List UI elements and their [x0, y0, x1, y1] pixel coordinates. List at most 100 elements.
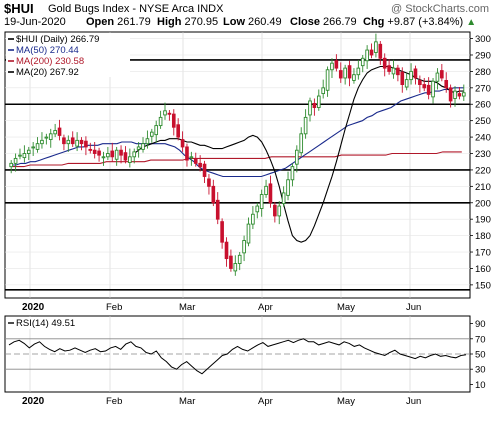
candle-body [88, 148, 93, 151]
price-tick-label: 190 [475, 215, 491, 226]
candle-body [97, 150, 101, 156]
candle-body [44, 136, 49, 139]
candle-body [40, 139, 44, 145]
candle-body [220, 221, 224, 243]
candle-body [396, 67, 400, 76]
candle-body [273, 204, 277, 217]
candle-body [202, 163, 207, 177]
rsi-line [8, 338, 467, 375]
candle-body [453, 90, 457, 99]
candle-body [57, 127, 62, 136]
candle-body [26, 149, 31, 154]
candle-body [369, 49, 374, 56]
candle-body [106, 153, 110, 158]
candle-body [229, 255, 233, 269]
candle-body [308, 100, 312, 116]
candle-body [35, 143, 40, 150]
candle-body [387, 65, 391, 72]
rsi-tick-label: 50 [475, 350, 486, 361]
candle-body [264, 185, 268, 196]
candle-body [18, 154, 22, 157]
candle-body [431, 80, 435, 98]
candle-body [325, 69, 330, 91]
candle-body [374, 41, 378, 53]
candle-body [246, 223, 251, 244]
candle-body [66, 139, 71, 145]
candle-body [343, 67, 347, 79]
candle-body [211, 185, 216, 204]
candle-body [101, 156, 106, 159]
legend-box [6, 33, 130, 77]
candle-body [259, 194, 264, 209]
price-tick-label: 220 [475, 165, 491, 176]
ma20-line [133, 65, 464, 243]
price-tick-label: 250 [475, 116, 491, 127]
candle-body [281, 192, 286, 205]
price-tick-label: 200 [475, 198, 491, 209]
price-tick-label: 170 [475, 248, 491, 259]
candle-body [237, 254, 242, 264]
ma50-line [11, 87, 464, 178]
candle-body [440, 70, 444, 79]
candle-body [185, 146, 189, 161]
candle-body [360, 57, 365, 67]
index-name: Gold Bugs Index - NYSE Arca INDX [48, 3, 224, 15]
rsi-tick-label: 90 [475, 319, 486, 330]
candle-body [338, 70, 343, 79]
candle-body [31, 146, 35, 149]
candle-body [391, 67, 396, 75]
candle-body [79, 139, 84, 145]
candle-body [163, 110, 167, 116]
candle-body [171, 113, 176, 128]
candle-body [290, 166, 295, 181]
watermark: @ StockCharts.com [391, 3, 489, 15]
candle-body [444, 79, 449, 89]
candle-body [435, 72, 440, 82]
candle-body [145, 138, 150, 145]
change-quote: Chg +9.87 (+3.84%) ▲ [363, 16, 477, 28]
rsi-tick-label: 10 [475, 380, 486, 391]
candle-body [154, 125, 159, 136]
candle-body [53, 130, 57, 135]
candle-body [378, 43, 383, 59]
rsi-tick-label: 70 [475, 334, 486, 345]
rsi-panel-frame [4, 315, 471, 393]
candle-body [461, 92, 466, 97]
candle-body [299, 133, 304, 154]
candle-body [233, 263, 238, 272]
candle-body [215, 199, 220, 220]
legend-label: MA(200) 230.58 [16, 56, 84, 67]
rsi-month-label: Apr [258, 396, 273, 407]
month-label: Mar [179, 302, 195, 313]
rsi-month-label: 2020 [22, 396, 45, 407]
price-tick-label: 150 [475, 280, 491, 291]
candle-body [62, 137, 66, 145]
price-tick-label: 180 [475, 231, 491, 242]
price-panel-frame [4, 31, 471, 299]
candle-body [141, 143, 145, 150]
price-tick-label: 290 [475, 50, 491, 61]
candle-body [352, 74, 356, 81]
candle-body [198, 162, 202, 168]
candle-body [84, 140, 88, 148]
month-label: Jun [406, 302, 421, 313]
high-quote: High 270.95 [157, 16, 219, 28]
candle-body [150, 131, 154, 137]
candle-body [418, 79, 422, 85]
price-tick-label: 270 [475, 83, 491, 94]
candle-body [268, 183, 273, 204]
price-tick-label: 210 [475, 182, 491, 193]
ma200-line [11, 151, 462, 168]
candle-body [13, 157, 18, 164]
candle-body [22, 153, 27, 159]
price-tick-label: 260 [475, 100, 491, 111]
candle-body [48, 133, 53, 140]
candle-body [176, 124, 180, 138]
candle-body [180, 139, 185, 148]
candle-body [457, 93, 462, 97]
price-tick-label: 230 [475, 149, 491, 160]
candle-body [158, 116, 163, 127]
candle-body [128, 156, 132, 163]
candle-body [136, 146, 141, 150]
candle-body [189, 156, 194, 159]
